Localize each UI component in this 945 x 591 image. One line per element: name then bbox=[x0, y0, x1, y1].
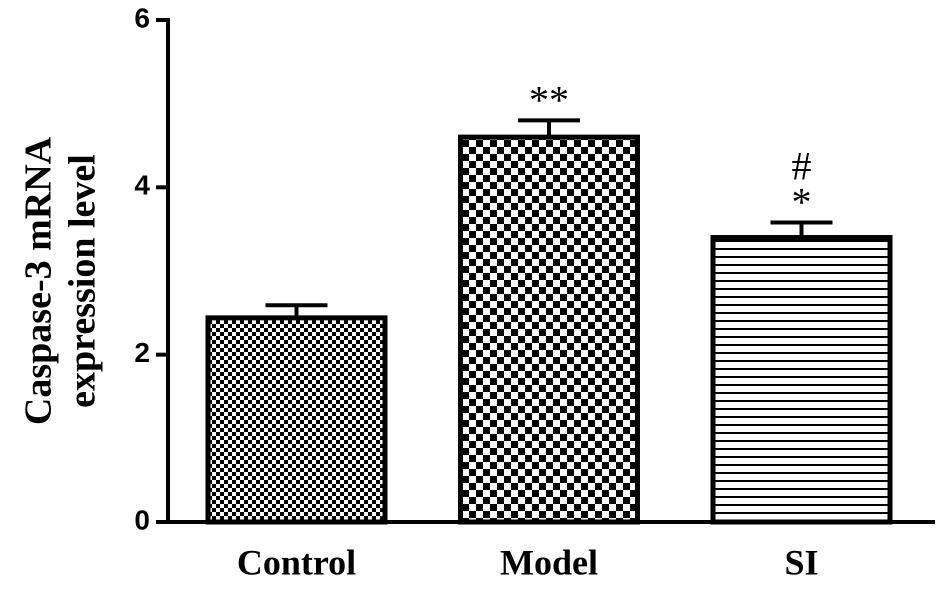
x-tick-label: Model bbox=[500, 542, 598, 582]
bar bbox=[458, 134, 640, 525]
y-tick-label: 6 bbox=[134, 2, 150, 33]
x-tick-label: Control bbox=[237, 542, 356, 582]
error-bar bbox=[770, 220, 833, 238]
y-axis-label: expression level bbox=[62, 154, 104, 408]
y-axis-label: Caspase-3 mRNA bbox=[18, 136, 60, 425]
y-tick-label: 4 bbox=[134, 170, 150, 201]
y-tick-label: 2 bbox=[134, 337, 150, 368]
annotation: ** bbox=[529, 78, 569, 123]
y-tick-label: 0 bbox=[134, 504, 150, 535]
error-bar bbox=[518, 118, 580, 138]
error-bar bbox=[265, 303, 328, 318]
x-tick-label: SI bbox=[784, 542, 818, 582]
bar bbox=[710, 235, 893, 525]
annotation: # bbox=[792, 144, 812, 189]
bar bbox=[205, 315, 388, 525]
annotation: * bbox=[792, 180, 812, 225]
